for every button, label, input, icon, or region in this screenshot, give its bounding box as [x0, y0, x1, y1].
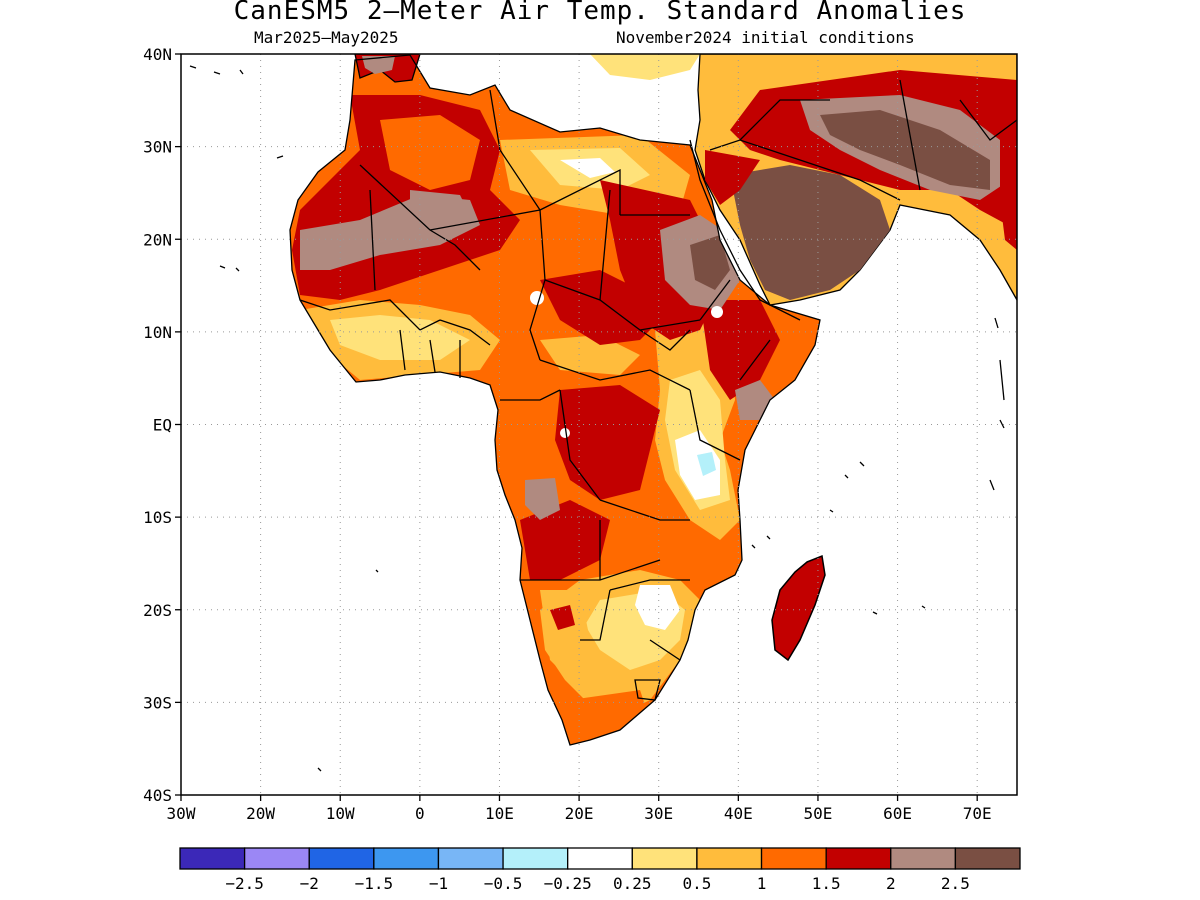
lat-tick-label: 40N — [143, 45, 172, 64]
lat-tick-label: EQ — [153, 416, 172, 435]
colorbar-swatch — [308, 847, 375, 870]
west-africa-light-yellow — [330, 315, 470, 360]
sahara-orange-pocket — [380, 115, 480, 190]
longitude-axis: 30W 20W 10W 0 10E 20E 30E 40E 50E 60E 70E — [167, 795, 992, 823]
colorbar-swatch — [437, 847, 504, 870]
central-yellow — [540, 335, 640, 375]
lat-tick-label: 10S — [143, 508, 172, 527]
latitude-axis: 40N 30N 20N 10N EQ 10S 20S 30S 40S — [143, 45, 181, 805]
botswana-neutral — [635, 585, 680, 630]
colorbar-label: 2.5 — [941, 874, 970, 893]
arabia-anomaly-field — [590, 54, 1017, 306]
madagascar-landmass — [771, 554, 826, 662]
lon-tick-label: 70E — [963, 804, 992, 823]
colorbar-swatch — [631, 847, 698, 870]
iran-dark-brown — [820, 110, 990, 190]
lon-tick-label: 10W — [326, 804, 355, 823]
lon-tick-label: 0 — [415, 804, 425, 823]
colorbar-label: −0.5 — [484, 874, 523, 893]
madagascar — [771, 554, 826, 662]
lon-tick-label: 60E — [883, 804, 912, 823]
iberia-brown — [362, 56, 395, 74]
lat-tick-label: 10N — [143, 323, 172, 342]
period-subtitle: Mar2025–May2025 — [254, 28, 399, 47]
lon-tick-label: 20E — [565, 804, 594, 823]
lat-tick-label: 20N — [143, 230, 172, 249]
colorbar-label: −1 — [429, 874, 448, 893]
colorbar-label: −1.5 — [355, 874, 394, 893]
map-plot-area — [181, 54, 1017, 795]
colorbar-swatch — [954, 847, 1021, 870]
lon-tick-label: 20W — [246, 804, 275, 823]
map-title: CanESM5 2–Meter Air Temp. Standard Anoma… — [233, 0, 967, 26]
colorbar-label: −2.5 — [225, 874, 264, 893]
angola-red — [520, 500, 610, 580]
lake-victoria-cool-spot — [697, 452, 716, 476]
colorbar-swatch — [243, 847, 310, 870]
congo-red — [555, 385, 660, 500]
colorbar-swatch — [890, 847, 957, 870]
colorbar-swatch — [179, 847, 246, 870]
colorbar-label: 0.25 — [613, 874, 652, 893]
gabon-brown — [525, 478, 560, 520]
mali-brown-core — [410, 190, 470, 235]
country-borders — [289, 54, 1017, 746]
lat-tick-label: 20S — [143, 601, 172, 620]
lon-tick-label: 50E — [803, 804, 832, 823]
colorbar-label: −2 — [300, 874, 319, 893]
colorbar-label: 1.5 — [812, 874, 841, 893]
colorbar-label: 0.5 — [682, 874, 711, 893]
lat-lon-grid — [181, 54, 1017, 795]
colorbar-swatch — [502, 847, 569, 870]
colorbar: −2.5 −2 −1.5 −1 −0.5 −0.25 0.25 0.5 1 1.5 2 2.5 — [179, 847, 1021, 893]
colorbar-swatch — [825, 847, 892, 870]
namibia-red-spot — [550, 605, 575, 630]
lat-tick-label: 30N — [143, 138, 172, 157]
colorbar-swatch — [696, 847, 763, 870]
colorbar-label: 1 — [757, 874, 767, 893]
mediterranean-coast-yellow — [590, 54, 700, 80]
islands — [189, 65, 1005, 772]
lon-tick-label: 30W — [167, 804, 196, 823]
lon-tick-label: 40E — [724, 804, 753, 823]
lat-tick-label: 30S — [143, 693, 172, 712]
colorbar-swatch — [567, 847, 633, 870]
arabia-dark-brown — [730, 165, 890, 300]
lake-victoria-neutral — [675, 430, 720, 500]
lon-tick-label: 30E — [644, 804, 673, 823]
lon-tick-label: 10E — [485, 804, 514, 823]
initial-conditions-subtitle: November2024 initial conditions — [616, 28, 915, 47]
ethiopia-red — [700, 300, 780, 400]
colorbar-label: 2 — [886, 874, 896, 893]
libya-neutral — [560, 158, 615, 178]
colorbar-label: −0.25 — [544, 874, 592, 893]
lat-tick-label: 40S — [143, 786, 172, 805]
sudan-dark-brown — [690, 235, 730, 290]
colorbar-swatch — [760, 847, 827, 870]
sinai-red — [705, 150, 760, 205]
colorbar-swatch — [373, 847, 440, 870]
